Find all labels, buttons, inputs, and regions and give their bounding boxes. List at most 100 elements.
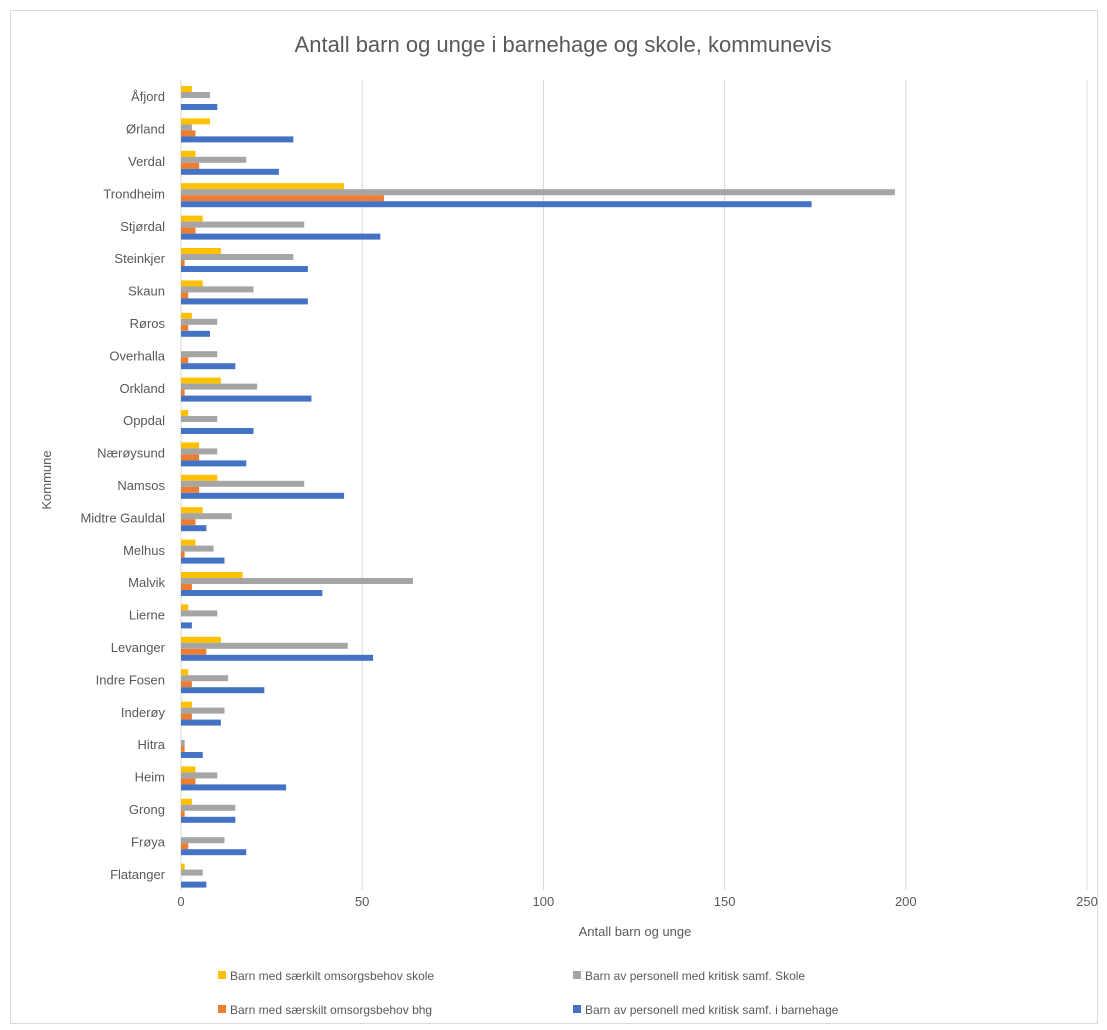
bar (181, 189, 895, 196)
bar (181, 590, 323, 596)
bar (181, 104, 218, 110)
bar (181, 292, 189, 299)
legend-label: Barn med særkilt omsorgsbehov skole (230, 969, 434, 983)
bar (181, 881, 207, 888)
bar (181, 480, 305, 487)
bar (181, 136, 294, 143)
legend-label: Barn av personell med kritisk samf. i ba… (585, 1003, 839, 1017)
bar (181, 454, 200, 461)
legend-swatch (573, 971, 581, 979)
x-axis-title: Antall barn og unge (579, 924, 692, 939)
category-label: Lierne (129, 608, 165, 623)
bar (181, 648, 207, 655)
category-label: Orkland (119, 381, 165, 396)
bar (181, 701, 192, 708)
bar (181, 460, 247, 467)
bar (181, 330, 210, 337)
bar (181, 572, 243, 578)
category-label: Frøya (131, 834, 166, 849)
legend-label: Barn med særskilt omsorgsbehov bhg (230, 1003, 432, 1017)
bar (181, 675, 229, 682)
category-label: Midtre Gauldal (80, 510, 165, 525)
category-label: Grong (129, 802, 165, 817)
category-label: Verdal (128, 154, 165, 169)
bar (181, 130, 196, 137)
bar (181, 168, 279, 175)
bar (181, 195, 384, 202)
bar (181, 442, 200, 449)
bar (181, 681, 192, 688)
category-label: Trondheim (103, 186, 165, 201)
category-label: Overhalla (109, 348, 165, 363)
bar (181, 863, 185, 870)
category-label: Ørland (126, 122, 165, 137)
bar (181, 312, 192, 319)
bar (181, 280, 203, 287)
x-tick-label: 100 (533, 894, 555, 909)
x-tick-label: 50 (355, 894, 369, 909)
category-label: Indre Fosen (96, 672, 165, 687)
bar (181, 86, 192, 92)
bar (181, 687, 265, 694)
bar (181, 254, 294, 260)
bar (181, 766, 196, 773)
bar (181, 798, 192, 805)
category-labels: Åfjord Ørland Verdal Trondheim Stjørdal Stein… (80, 89, 165, 882)
bar (181, 707, 225, 714)
bar (181, 92, 210, 98)
bar (181, 610, 218, 617)
bar (181, 266, 308, 272)
bar (181, 448, 218, 455)
bar (181, 124, 192, 131)
bar (181, 584, 192, 590)
legend-label: Barn av personell med kritisk samf. Skol… (585, 969, 805, 983)
bar (181, 324, 189, 331)
category-label: Røros (130, 316, 166, 331)
bar (181, 843, 189, 850)
legend-swatch (218, 1005, 226, 1013)
bar (181, 772, 218, 779)
bar (181, 507, 203, 514)
bar (181, 215, 203, 222)
category-label: Flatanger (110, 867, 166, 882)
bar (181, 636, 221, 643)
bar (181, 383, 258, 390)
bar (181, 318, 218, 325)
category-label: Hitra (138, 737, 166, 752)
category-label: Oppdal (123, 413, 165, 428)
bar (181, 260, 185, 266)
bar (181, 525, 207, 532)
bar (181, 622, 192, 629)
bar (181, 654, 374, 661)
bar (181, 545, 214, 552)
bar (181, 784, 287, 791)
category-label: Inderøy (121, 705, 166, 720)
bar (181, 778, 196, 785)
bar (181, 642, 348, 649)
bar (181, 486, 200, 493)
bar (181, 351, 218, 358)
bar (181, 183, 345, 190)
bar (181, 410, 189, 416)
bar (181, 746, 185, 752)
bar (181, 377, 221, 384)
bar (181, 156, 247, 163)
bar (181, 298, 308, 305)
category-label: Melhus (123, 543, 165, 558)
bar (181, 150, 196, 157)
bar (181, 752, 203, 758)
bar (181, 713, 192, 720)
chart-title: Antall barn og unge i barnehage og skole… (295, 32, 832, 57)
category-label: Levanger (111, 640, 166, 655)
x-tick-label: 150 (714, 894, 736, 909)
bar (181, 719, 221, 726)
legend-swatch (218, 971, 226, 979)
bar (181, 740, 185, 746)
bar (181, 233, 381, 240)
bar (181, 389, 185, 396)
legend: Barn med særkilt omsorgsbehov skole Barn … (218, 969, 839, 1017)
bar (181, 557, 225, 564)
y-axis-title: Kommune (39, 450, 54, 509)
bar (181, 474, 218, 481)
bar (181, 539, 196, 546)
